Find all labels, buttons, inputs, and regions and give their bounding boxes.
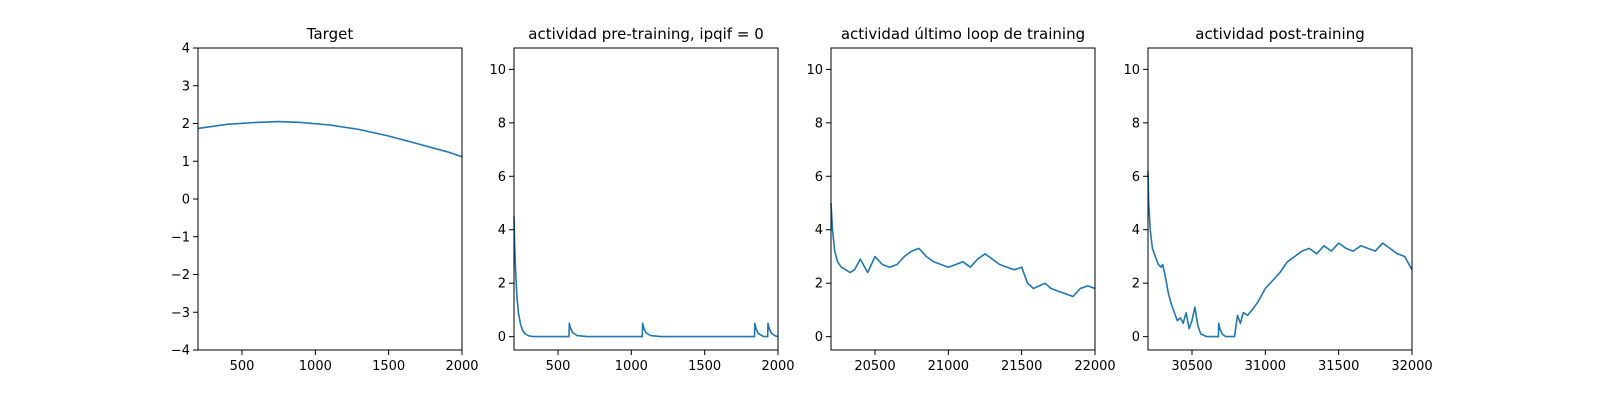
x-tick-label: 1500 <box>372 359 405 374</box>
y-tick-label: 4 <box>182 42 190 57</box>
subplot-pre-training: actividad pre-training, ipqif = 0 500 100… <box>489 25 794 374</box>
x-tick-label: 2000 <box>761 359 794 374</box>
subplot-target: Target 500 1000 1500 2000 −4 −3 −2 −1 0 1 2 3 4 <box>171 25 479 374</box>
y-tick-label: 0 <box>498 330 506 345</box>
y-tick-label: 0 <box>1132 330 1140 345</box>
y-tick-label: 0 <box>815 330 823 345</box>
x-tick-label: 1500 <box>688 359 721 374</box>
y-tick-label: 0 <box>182 193 190 208</box>
y-tick-label: 10 <box>806 63 823 78</box>
series-line <box>513 216 779 338</box>
subplot-post-training: actividad post-training 30500 31000 31500 3… <box>1123 25 1432 374</box>
x-tick-label: 31000 <box>1245 359 1286 374</box>
axes-frame <box>197 47 463 351</box>
subplot-last-training-loop: actividad último loop de training 20500 2… <box>806 25 1115 374</box>
y-tick-label: 8 <box>498 116 506 131</box>
y-tick-label: 4 <box>498 223 506 238</box>
axes-frame <box>1147 47 1413 351</box>
y-tick-label: 2 <box>182 117 190 132</box>
y-tick-label: 6 <box>498 170 506 185</box>
x-tick-label: 21000 <box>928 359 969 374</box>
y-tick-label: 2 <box>1132 277 1140 292</box>
chart-title: actividad post-training <box>1195 25 1364 43</box>
y-tick-label: 10 <box>489 63 506 78</box>
series-line <box>1147 170 1413 338</box>
x-tick-label: 21500 <box>1001 359 1042 374</box>
x-tick-label: 500 <box>546 359 571 374</box>
x-tick-label: 30500 <box>1171 359 1212 374</box>
axes-frame <box>513 47 779 351</box>
y-tick-label: 2 <box>815 277 823 292</box>
series-line <box>197 120 463 158</box>
y-tick-label: −4 <box>171 344 190 359</box>
y-tick-label: 8 <box>1132 116 1140 131</box>
y-tick-label: 2 <box>498 277 506 292</box>
y-tick-label: 3 <box>182 79 190 94</box>
y-tick-label: 8 <box>815 116 823 131</box>
y-tick-label: −1 <box>171 230 190 245</box>
y-tick-label: 6 <box>815 170 823 185</box>
x-tick-label: 31500 <box>1318 359 1359 374</box>
x-tick-label: 22000 <box>1074 359 1115 374</box>
chart-title: Target <box>306 25 354 43</box>
x-tick-label: 20500 <box>854 359 895 374</box>
chart-title: actividad pre-training, ipqif = 0 <box>528 25 764 43</box>
y-tick-label: 1 <box>182 155 190 170</box>
y-tick-label: 10 <box>1123 63 1140 78</box>
x-tick-label: 2000 <box>445 359 478 374</box>
chart-title: actividad último loop de training <box>841 25 1085 43</box>
x-tick-label: 32000 <box>1391 359 1432 374</box>
x-tick-label: 500 <box>230 359 255 374</box>
y-tick-label: −3 <box>171 306 190 321</box>
y-tick-label: −2 <box>171 268 190 283</box>
x-tick-label: 1000 <box>299 359 332 374</box>
x-tick-label: 1000 <box>615 359 648 374</box>
y-tick-label: 6 <box>1132 170 1140 185</box>
y-tick-label: 4 <box>815 223 823 238</box>
series-line <box>830 202 1096 298</box>
y-tick-label: 4 <box>1132 223 1140 238</box>
axes-frame <box>830 47 1096 351</box>
